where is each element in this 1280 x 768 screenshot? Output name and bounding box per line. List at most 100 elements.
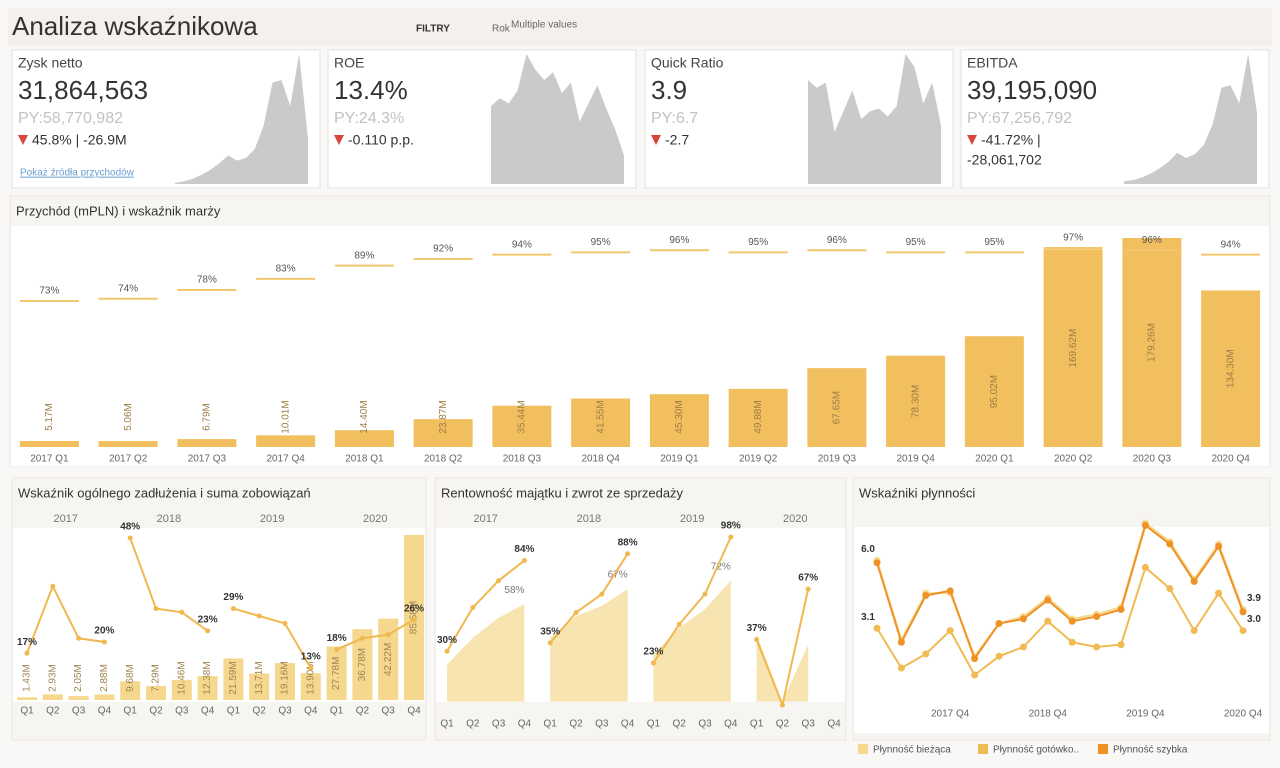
x-tick-label: Q2 xyxy=(673,719,687,730)
ros-line xyxy=(446,559,526,652)
ros-line xyxy=(652,536,732,664)
x-tick-label: 2017 Q4 xyxy=(931,709,970,720)
line-value-label: 13% xyxy=(301,652,321,663)
kpi-change: -2.7 xyxy=(665,132,689,148)
liquidity-dot xyxy=(873,624,881,632)
x-tick-label: 2019 Q4 xyxy=(1126,709,1165,720)
x-tick-label: Q2 xyxy=(149,706,163,717)
legend-swatch xyxy=(978,744,988,754)
ros-dot xyxy=(805,586,811,592)
liquidity-dot xyxy=(1239,608,1247,616)
liquidity-dot xyxy=(873,559,881,567)
ros-dot xyxy=(625,551,631,557)
line-value-label: 17% xyxy=(17,637,37,648)
liquidity-dot xyxy=(1141,563,1149,571)
kpi-link[interactable]: Pokaż źródła przychodów xyxy=(20,168,135,179)
kpi-label: Zysk netto xyxy=(18,55,83,71)
year-label: 2018 xyxy=(157,513,181,525)
debt-ratio-dot xyxy=(101,639,107,645)
liquidity-dot xyxy=(995,620,1003,628)
liquidity-dot xyxy=(1215,542,1223,550)
debt-ratio-line xyxy=(336,618,415,651)
liquidity-dot xyxy=(897,664,905,672)
x-tick-label: 2017 Q3 xyxy=(188,454,227,465)
line-value-label: 37% xyxy=(747,623,767,634)
x-tick-label: Q3 xyxy=(698,719,712,730)
bar-value-label: 42.22M xyxy=(383,643,394,676)
ros-dot xyxy=(470,605,476,611)
panel-title: Wskaźnik ogólnego zadłużenia i suma zobo… xyxy=(18,485,311,500)
liabilities-bar xyxy=(68,696,89,700)
sparkline-area xyxy=(175,54,308,184)
line-value-label: 48% xyxy=(120,522,140,533)
kpi-label: EBITDA xyxy=(967,55,1018,71)
x-tick-label: 2017 Q2 xyxy=(109,454,148,465)
bar-value-label: 10.46M xyxy=(176,661,187,694)
kpi-previous: PY:6.7 xyxy=(651,110,698,127)
roa-area xyxy=(756,634,809,702)
liquidity-dot xyxy=(1190,577,1198,585)
liquidity-dot xyxy=(1239,627,1247,635)
ros-dot xyxy=(676,621,682,627)
liquidity-dot xyxy=(1068,617,1076,625)
margin-label: 92% xyxy=(433,244,453,255)
line-value-label: 3.1 xyxy=(861,612,875,623)
bar-value-label: 19.16M xyxy=(280,661,291,694)
filter-label[interactable]: Rok xyxy=(492,24,511,35)
liquidity-dot xyxy=(1190,627,1198,635)
line-value-label: 88% xyxy=(618,537,638,548)
revenue-bar xyxy=(256,435,316,447)
revenue-bar xyxy=(413,419,473,447)
kpi-label: ROE xyxy=(334,55,364,71)
bar-value-label: 45.30M xyxy=(674,400,685,433)
x-tick-label: Q1 xyxy=(440,719,454,730)
liabilities-bar xyxy=(378,618,399,700)
margin-label: 94% xyxy=(512,239,532,250)
x-tick-label: Q1 xyxy=(544,719,558,730)
x-tick-label: Q2 xyxy=(356,706,370,717)
x-tick-label: Q4 xyxy=(304,706,318,717)
revenue-bar xyxy=(1122,238,1182,447)
revenue-bar xyxy=(1201,290,1261,447)
liabilities-bar xyxy=(223,658,244,700)
debt-ratio-dot xyxy=(359,635,365,641)
header-bar xyxy=(8,8,1272,46)
x-tick-label: 2018 Q4 xyxy=(1029,709,1068,720)
liquidity-dot xyxy=(922,650,930,658)
year-label: 2020 xyxy=(783,513,807,525)
dashboard-title: Analiza wskaźnikowa xyxy=(12,11,258,41)
x-tick-label: Q4 xyxy=(724,719,738,730)
line-value-label: 23% xyxy=(643,647,663,658)
x-tick-label: 2020 Q3 xyxy=(1133,454,1172,465)
margin-label: 95% xyxy=(591,237,611,248)
margin-label: 95% xyxy=(984,237,1004,248)
revenue-bar xyxy=(1043,249,1103,447)
kpi-label: Quick Ratio xyxy=(651,55,724,71)
debt-ratio-dot xyxy=(256,613,262,619)
revenue-bar xyxy=(334,430,394,447)
ros-dot xyxy=(599,591,605,597)
bar-value-label: 27.78M xyxy=(331,657,342,690)
liabilities-bar xyxy=(146,685,166,700)
liquidity-dot xyxy=(1166,540,1174,548)
x-tick-label: Q1 xyxy=(124,706,138,717)
bar-value-label: 13.90M xyxy=(305,661,316,694)
bar-value-label: 10.01M xyxy=(280,400,291,433)
bar-value-label: 13.71M xyxy=(254,661,265,694)
revenue-bar xyxy=(177,439,237,447)
legend-swatch xyxy=(858,744,868,754)
panel-title: Przychód (mPLN) i wskaźnik marży xyxy=(16,203,221,218)
filter-value[interactable]: Multiple values xyxy=(511,20,577,31)
kpi-previous: PY:58,770,982 xyxy=(18,110,123,127)
liabilities-bar xyxy=(94,694,115,700)
x-tick-label: 2018 Q4 xyxy=(581,454,620,465)
line-value-label: 30% xyxy=(437,635,457,646)
liquidity-dot xyxy=(922,591,930,599)
liabilities-bar xyxy=(171,679,192,700)
margin-label: 97% xyxy=(1063,233,1083,244)
revenue-bar xyxy=(19,440,79,447)
x-tick-label: 2017 Q1 xyxy=(30,454,69,465)
area-value-label: 67% xyxy=(608,570,628,581)
x-tick-label: Q2 xyxy=(569,719,583,730)
